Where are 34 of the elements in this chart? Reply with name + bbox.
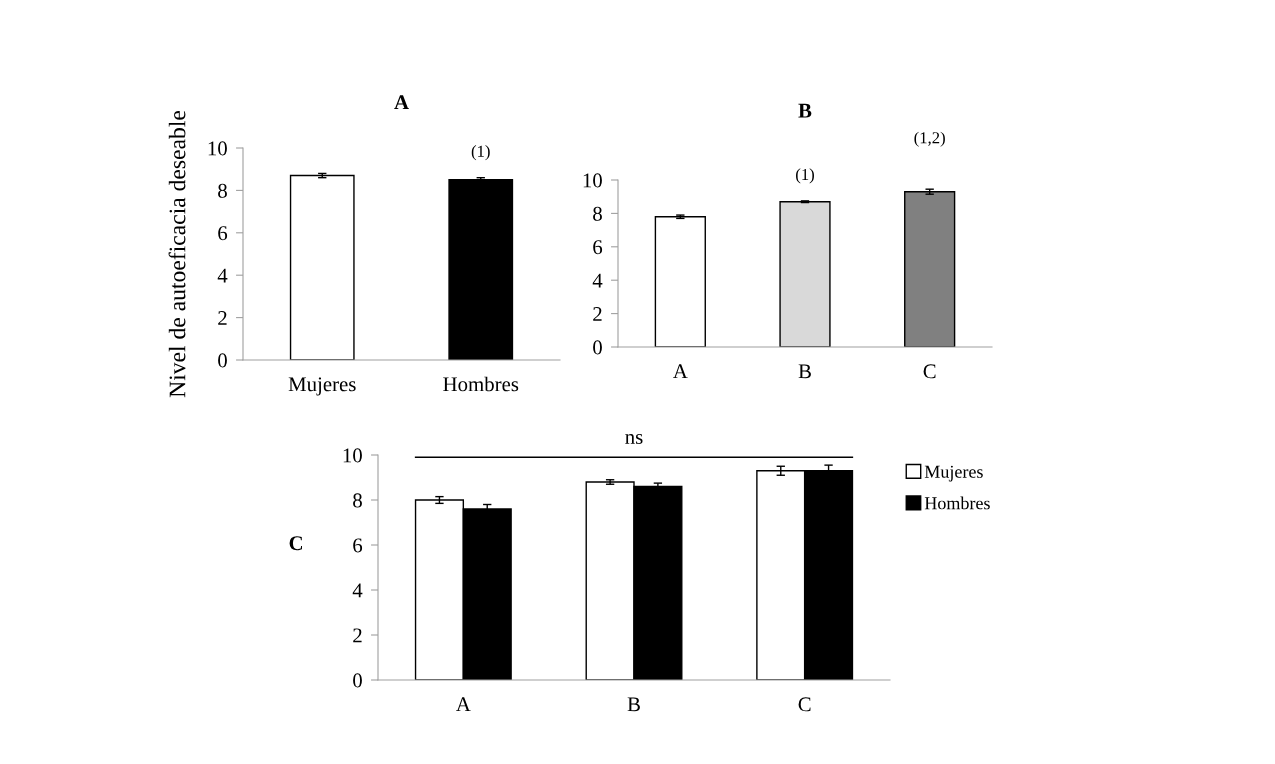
text: ns bbox=[625, 434, 643, 445]
x-tick-label: A bbox=[673, 364, 688, 379]
x-tick-label: C bbox=[798, 697, 811, 712]
y-axis-title: Nivel de autoeficacia deseable bbox=[168, 110, 186, 398]
y-tick-label: 8 bbox=[353, 493, 362, 508]
y-tick-label: 4 bbox=[592, 273, 603, 288]
x-tick-label: C bbox=[923, 364, 936, 379]
text: C bbox=[289, 536, 303, 551]
y-tick-label: 2 bbox=[353, 628, 362, 643]
chart-title: B bbox=[798, 103, 812, 118]
y-tick-label: 10 bbox=[583, 173, 602, 188]
annotation: (1) bbox=[471, 145, 490, 161]
legend-label: Mujeres bbox=[924, 465, 983, 482]
y-tick-label: 10 bbox=[208, 141, 227, 156]
x-tick-label: B bbox=[627, 697, 640, 712]
chart-title: A bbox=[394, 95, 409, 110]
y-tick-label: 2 bbox=[218, 311, 227, 325]
y-tick-label: 4 bbox=[217, 268, 228, 283]
y-tick-label: 6 bbox=[218, 226, 228, 241]
y-tick-label: 0 bbox=[218, 353, 227, 368]
y-tick-label: 6 bbox=[353, 538, 363, 553]
x-tick-label: A bbox=[456, 697, 471, 712]
legend-label: Hombres bbox=[924, 496, 990, 510]
x-tick-label: B bbox=[798, 364, 811, 379]
y-tick-label: 0 bbox=[593, 340, 602, 355]
y-tick-label: 4 bbox=[352, 583, 363, 598]
y-tick-label: 2 bbox=[593, 307, 602, 321]
y-tick-label: 8 bbox=[593, 206, 602, 221]
y-tick-label: 0 bbox=[353, 673, 362, 688]
y-tick-label: 10 bbox=[343, 448, 362, 463]
y-tick-label: 8 bbox=[218, 183, 227, 198]
annotation: (1) bbox=[796, 168, 814, 184]
text: (1,2) bbox=[914, 131, 945, 147]
y-tick-label: 6 bbox=[593, 240, 603, 255]
